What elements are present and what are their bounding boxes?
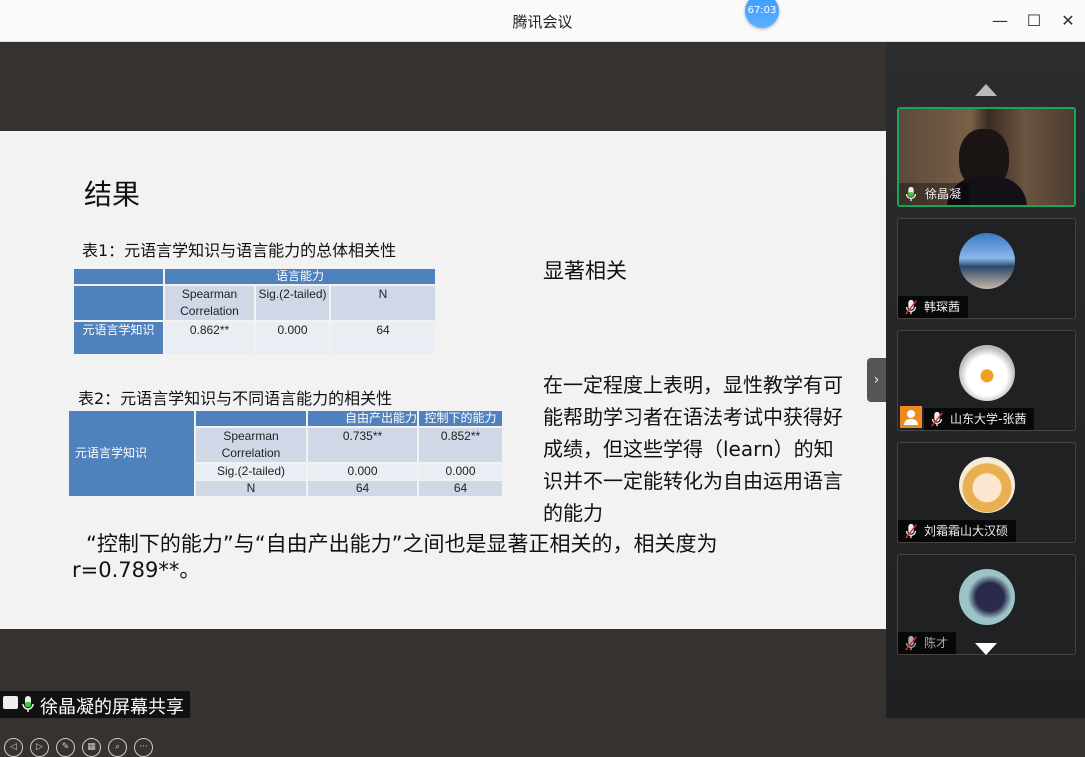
table2: 元语言学知识 自由产出能力 控制下的能力 Spearman Correlation 0… <box>67 409 504 498</box>
participant-name: 陈才 <box>924 636 949 650</box>
conclusion-line2: r=0.789**。 <box>72 558 201 582</box>
participant-tile[interactable]: 韩琛茜 <box>897 218 1076 319</box>
presentation-slide: 结果 表1：元语言学知识与语言能力的总体相关性 语言能力 Spearman Co… <box>0 131 886 757</box>
pen-icon[interactable]: ✎ <box>56 738 75 757</box>
scroll-down-arrow-icon[interactable] <box>975 643 997 655</box>
mic-icon <box>905 186 917 202</box>
meeting-timer[interactable]: 67:03 <box>745 0 779 28</box>
participant-name: 韩琛茜 <box>924 300 961 314</box>
mic-muted-icon <box>905 635 917 651</box>
participant-name: 刘霜霜山大汉硕 <box>924 524 1009 538</box>
mic-icon <box>22 696 34 712</box>
scroll-up-arrow-icon[interactable] <box>975 84 997 96</box>
participant-tile[interactable]: 刘霜霜山大汉硕 <box>897 442 1076 543</box>
share-label: 徐晶凝的屏幕共享 <box>40 697 184 718</box>
user-icon <box>900 406 922 428</box>
conclusion-line1: “控制下的能力”与“自由产出能力”之间也是显著正相关的，相关度为 <box>86 532 718 556</box>
prev-slide-icon[interactable]: ◁ <box>4 738 23 757</box>
avatar <box>959 233 1015 289</box>
table2-caption: 表2：元语言学知识与不同语言能力的相关性 <box>78 389 393 408</box>
close-button[interactable]: ✕ <box>1061 11 1075 30</box>
participant-tile[interactable]: 陈才 <box>897 554 1076 655</box>
mic-muted-icon <box>905 299 917 315</box>
avatar <box>959 345 1015 401</box>
table1-caption: 表1：元语言学知识与语言能力的总体相关性 <box>82 241 397 260</box>
next-slide-icon[interactable]: ▷ <box>30 738 49 757</box>
slides-icon[interactable]: ▦ <box>82 738 101 757</box>
mic-muted-icon <box>905 523 917 539</box>
title-bar: 腾讯会议 67:03 — ☐ ✕ <box>0 0 1085 42</box>
maximize-button[interactable]: ☐ <box>1026 11 1042 30</box>
video-feed <box>899 109 1074 205</box>
expand-panel-button[interactable]: › <box>867 358 886 402</box>
avatar <box>959 569 1015 625</box>
more-icon[interactable]: ··· <box>134 738 153 757</box>
note-significant: 显著相关 <box>543 259 627 283</box>
avatar <box>959 457 1015 513</box>
minimize-button[interactable]: — <box>992 11 1008 30</box>
window-title: 腾讯会议 <box>512 13 573 31</box>
screen-share-icon <box>3 696 18 709</box>
share-label-bar: 徐晶凝的屏幕共享 <box>0 691 190 718</box>
table1: 语言能力 Spearman Correlation Sig.(2-tailed) N… <box>72 267 437 356</box>
participant-name: 徐晶凝 <box>925 187 962 201</box>
zoom-icon[interactable]: ⌕ <box>108 738 127 757</box>
mic-muted-icon <box>931 411 943 427</box>
participant-tile[interactable]: 山东大学-张茜 <box>897 330 1076 431</box>
slide-heading: 结果 <box>84 178 141 211</box>
participant-name: 山东大学-张茜 <box>950 412 1027 426</box>
note-interpretation: 在一定程度上表明，显性教学有可能帮助学习者在语法考试中获得好成绩，但这些学得（l… <box>543 373 843 525</box>
participant-tile[interactable]: 徐晶凝 <box>897 107 1076 207</box>
